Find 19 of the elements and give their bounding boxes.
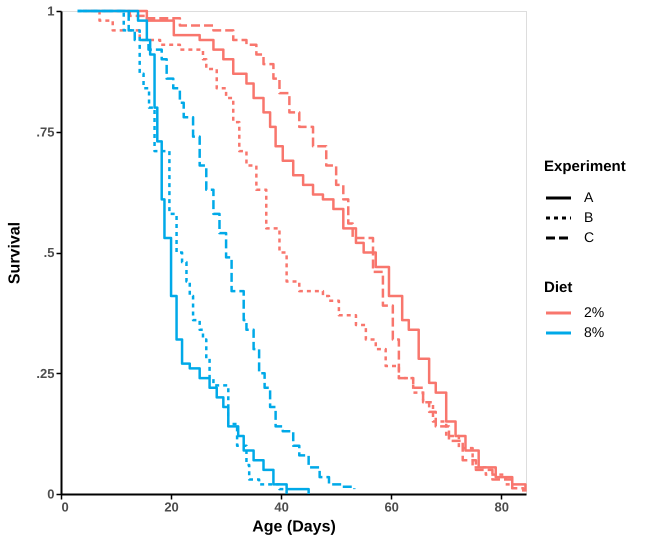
x-tick-label: 60 <box>384 500 399 514</box>
x-tick-label: 0 <box>62 500 69 514</box>
y-tick-label: .25 <box>36 366 54 381</box>
y-axis-title: Survival <box>6 222 24 284</box>
text: Experiment <box>544 158 626 175</box>
text: B <box>584 209 594 225</box>
y-tick-label: 1 <box>47 4 54 18</box>
text: A <box>584 189 594 205</box>
text: 2% <box>584 304 604 320</box>
text: 8% <box>584 324 604 340</box>
x-axis-title: Age (Days) <box>252 518 336 536</box>
y-tick-label: .75 <box>36 124 54 140</box>
y-tick-label: .5 <box>44 245 54 260</box>
text: Diet <box>544 279 572 296</box>
text: C <box>584 229 594 245</box>
x-tick-label: 80 <box>494 500 509 514</box>
x-tick-label: 40 <box>274 500 289 514</box>
x-tick-label: 20 <box>164 500 179 514</box>
y-tick-label: 0 <box>47 486 54 502</box>
